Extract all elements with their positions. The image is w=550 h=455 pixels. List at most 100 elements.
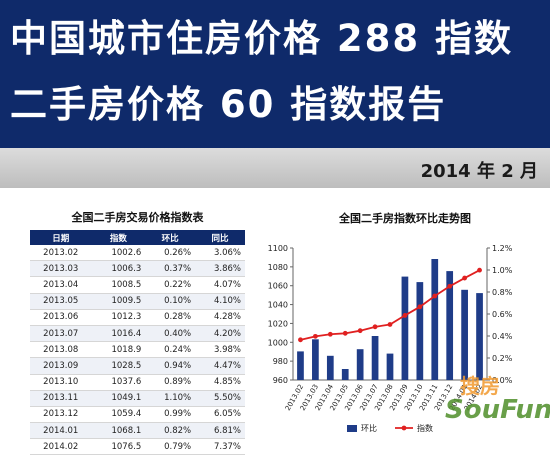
cell-yoy: 5.50% (195, 390, 245, 407)
cell-mom: 1.10% (145, 390, 196, 407)
y-right-tick-label: 0.8% (492, 288, 513, 297)
cell-date: 2013.04 (30, 276, 92, 294)
y-left-tick-label: 1060 (268, 282, 288, 291)
cell-index: 1016.4 (91, 325, 146, 343)
table-body: 2013.02 1002.6 0.26% 3.06% 2013.03 1006.3 0.37… (30, 245, 245, 455)
table-row: 2014.01 1068.1 0.82% 6.81% (30, 422, 245, 440)
y-left-tick-label: 1080 (268, 263, 288, 272)
cell-date: 2013.11 (30, 390, 92, 407)
cell-index: 1009.5 (91, 293, 146, 310)
cell-yoy: 3.98% (195, 341, 245, 359)
point-index (357, 328, 363, 334)
point-index (342, 330, 348, 336)
y-left-tick-label: 1100 (268, 244, 288, 253)
point-index (387, 322, 393, 327)
cell-mom: 0.24% (145, 341, 196, 359)
cell-mom: 0.40% (145, 325, 196, 343)
report-date: 2014 年 2 月 (420, 161, 538, 182)
point-index (372, 324, 378, 330)
col-header-mom: 环比 (145, 230, 196, 245)
cell-date: 2013.02 (30, 245, 92, 262)
point-index (312, 333, 318, 339)
cell-date: 2014.01 (30, 422, 92, 440)
cell-date: 2013.06 (30, 309, 92, 326)
chart-title: 全国二手房指数环比走势图 (339, 212, 471, 225)
point-index (447, 283, 453, 289)
table-row: 2013.05 1009.5 0.10% 4.10% (30, 293, 245, 310)
cell-date: 2013.03 (30, 260, 92, 278)
cell-mom: 0.89% (145, 374, 196, 391)
bar-mom (356, 349, 364, 380)
cell-mom: 0.37% (145, 260, 196, 278)
table-header-row: 日期 指数 环比 同比 (30, 230, 245, 245)
cell-index: 1059.4 (91, 406, 146, 424)
cell-yoy: 7.37% (195, 438, 245, 455)
y-right-tick-label: 1.2% (492, 244, 513, 253)
cell-date: 2013.10 (30, 374, 92, 391)
cell-index: 1037.6 (91, 374, 146, 391)
cell-mom: 0.99% (145, 406, 196, 424)
cell-mom: 0.10% (145, 293, 196, 310)
bar-mom (461, 289, 468, 380)
bar-mom (326, 355, 334, 380)
date-strip: 2014 年 2 月 (0, 148, 550, 188)
table-title: 全国二手房交易价格指数表 (71, 211, 204, 224)
col-header-index: 指数 (91, 230, 146, 245)
cell-index: 1068.1 (91, 422, 146, 440)
index-trend-chart: 960 980 1000 1020 1040 1060 1080 1100 0.0% 0.2% 0.… (268, 244, 513, 433)
report-title-line2: 二手房价格 60 指数报告 (10, 83, 447, 126)
bar-mom (341, 369, 349, 380)
y-right-tick-label: 0.0% (492, 376, 513, 385)
cell-yoy: 4.20% (195, 325, 245, 343)
legend-line-marker (401, 425, 407, 431)
point-index (298, 337, 303, 343)
bar-mom (401, 276, 409, 380)
bar-mom (386, 353, 394, 380)
cell-yoy: 3.86% (195, 260, 245, 278)
y-right-tick-label: 0.6% (492, 310, 513, 319)
table-row: 2013.07 1016.4 0.40% 4.20% (30, 325, 245, 343)
cell-index: 1076.5 (91, 438, 146, 455)
y-left-tick-label: 1000 (268, 338, 288, 347)
cell-yoy: 4.85% (195, 374, 245, 391)
y-left-tick-label: 960 (273, 376, 288, 385)
cell-index: 1028.5 (91, 357, 146, 375)
legend-line-label: 指数 (417, 423, 433, 433)
cell-mom: 0.82% (145, 422, 196, 440)
watermark-cn: 搜房 (460, 374, 500, 398)
cell-mom: 0.94% (145, 357, 196, 375)
y-left-tick-label: 1040 (268, 301, 288, 310)
report-title-line1: 中国城市住房价格 288 指数 (10, 17, 513, 60)
cell-index: 1012.3 (91, 309, 146, 326)
cell-index: 1049.1 (91, 390, 146, 407)
cell-mom: 0.28% (145, 309, 196, 326)
cell-date: 2014.02 (30, 438, 92, 455)
cell-index: 1008.5 (91, 276, 146, 294)
cell-mom: 0.26% (145, 245, 196, 262)
y-right-tick-label: 0.4% (492, 332, 513, 341)
cell-yoy: 4.28% (195, 309, 245, 326)
y-right-tick-label: 1.0% (492, 266, 513, 275)
bar-mom (312, 339, 319, 380)
cell-yoy: 4.07% (195, 276, 245, 294)
cell-date: 2013.08 (30, 341, 92, 359)
table-row: 2013.09 1028.5 0.94% 4.47% (30, 357, 245, 375)
bar-mom (431, 259, 439, 380)
cell-yoy: 6.05% (195, 406, 245, 424)
table-row: 2013.08 1018.9 0.24% 3.98% (30, 341, 245, 359)
point-index (417, 304, 423, 310)
cell-mom: 0.79% (145, 438, 196, 455)
col-header-date: 日期 (30, 230, 92, 245)
y-right-tick-label: 0.2% (492, 354, 513, 363)
legend-bar-swatch (347, 425, 357, 432)
point-index (432, 293, 438, 299)
cell-date: 2013.05 (30, 293, 92, 310)
table-row: 2013.04 1008.5 0.22% 4.07% (30, 276, 245, 294)
point-index (402, 313, 408, 318)
cell-yoy: 6.81% (195, 422, 245, 440)
table-row: 2013.03 1006.3 0.37% 3.86% (30, 260, 245, 278)
cell-date: 2013.09 (30, 357, 92, 375)
cell-mom: 0.22% (145, 276, 196, 294)
table-row: 2013.11 1049.1 1.10% 5.50% (30, 390, 245, 407)
point-index (477, 267, 482, 273)
